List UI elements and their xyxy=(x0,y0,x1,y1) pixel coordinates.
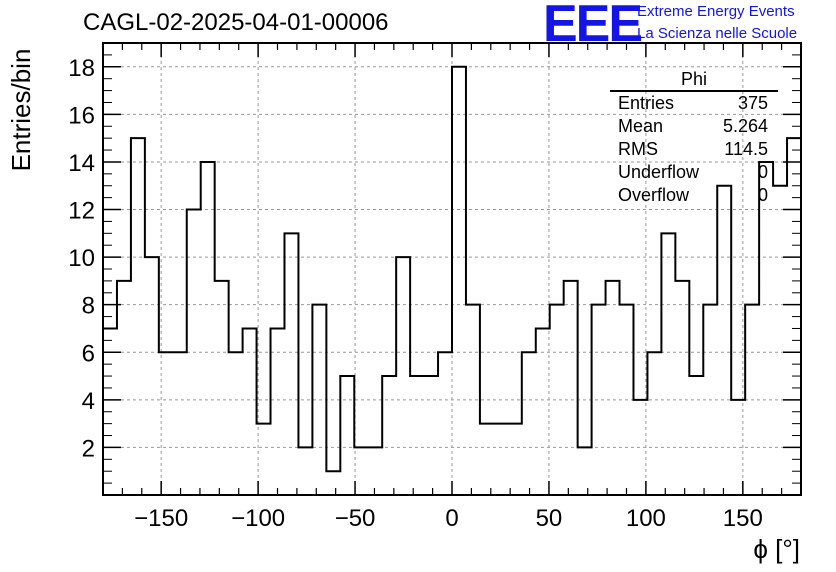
stats-value: 375 xyxy=(737,93,768,113)
stats-value: 5.264 xyxy=(722,116,768,136)
logo-line-1: Extreme Energy Events xyxy=(637,3,795,20)
stats-key: Entries xyxy=(618,93,675,113)
stats-title: Phi xyxy=(610,68,778,92)
x-tick-label: 50 xyxy=(536,505,563,532)
stats-value: 0 xyxy=(757,162,768,182)
x-tick-label: 100 xyxy=(626,505,666,532)
stats-key: Mean xyxy=(618,116,664,136)
y-tick-label: 2 xyxy=(82,435,95,462)
y-tick-label: 4 xyxy=(82,388,95,415)
y-tick-label: 14 xyxy=(68,150,95,177)
x-tick-label: −100 xyxy=(231,505,285,532)
x-tick-label: 150 xyxy=(723,505,763,532)
stats-row-overflow: Overflow 0 xyxy=(610,184,778,207)
stats-key: Overflow xyxy=(618,185,690,205)
y-tick-label: 16 xyxy=(68,102,95,129)
tick-labels: −150 −100 −50 0 50 100 150 2 4 6 8 10 12 14 16 18 xyxy=(68,55,763,532)
stats-row-mean: Mean 5.264 xyxy=(610,115,778,138)
logo-line-2: La Scienza nelle Scuole xyxy=(637,25,798,42)
x-tick-label: −50 xyxy=(335,505,376,532)
y-tick-label: 6 xyxy=(82,340,95,367)
axis-ticks xyxy=(102,43,802,495)
x-tick-label: 0 xyxy=(445,505,458,532)
stats-value: 114.5 xyxy=(724,139,768,159)
y-axis-label: Entries/bin xyxy=(6,49,36,172)
stats-row-entries: Entries 375 xyxy=(610,92,778,115)
histogram-line xyxy=(103,65,801,473)
y-tick-label: 10 xyxy=(68,245,95,272)
chart-title: CAGL-02-2025-04-01-00006 xyxy=(83,9,389,36)
plot-frame xyxy=(102,42,802,496)
stats-key: Underflow xyxy=(618,162,700,182)
stats-key: RMS xyxy=(618,139,658,159)
stats-value: 0 xyxy=(757,185,768,205)
stats-row-rms: RMS 114.5 xyxy=(610,138,778,161)
stats-row-underflow: Underflow 0 xyxy=(610,161,778,184)
y-tick-label: 12 xyxy=(68,198,95,225)
x-tick-label: −150 xyxy=(134,505,188,532)
x-axis-label: ϕ [°] xyxy=(753,534,800,564)
y-tick-label: 18 xyxy=(68,55,95,82)
stats-box: Phi Entries 375 Mean 5.264 RMS 114.5 Und… xyxy=(610,68,778,207)
y-tick-label: 8 xyxy=(82,293,95,320)
